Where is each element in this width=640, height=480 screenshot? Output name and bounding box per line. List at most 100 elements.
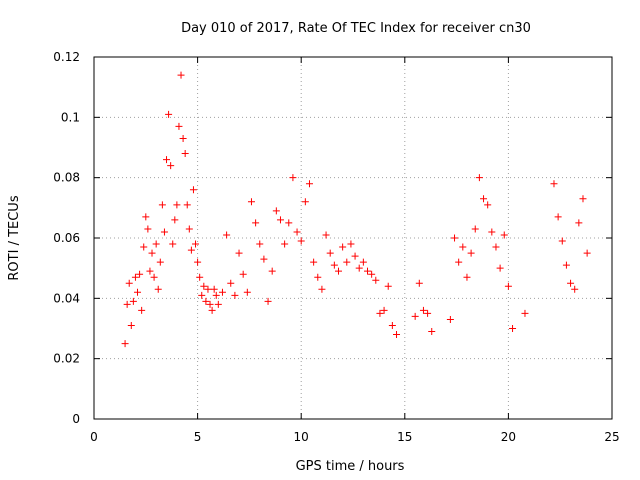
- data-point: [175, 122, 183, 130]
- data-point: [243, 288, 251, 296]
- x-tick-label: 0: [90, 430, 98, 444]
- data-point: [231, 291, 239, 299]
- data-point: [138, 306, 146, 314]
- data-point: [214, 300, 222, 308]
- data-point: [152, 240, 160, 248]
- data-point: [192, 240, 200, 248]
- data-point: [125, 279, 133, 287]
- data-point: [380, 306, 388, 314]
- data-point: [575, 219, 583, 227]
- y-tick-label: 0.12: [53, 50, 80, 64]
- data-point: [355, 264, 363, 272]
- data-point: [204, 285, 212, 293]
- data-point: [185, 225, 193, 233]
- data-point: [504, 282, 512, 290]
- data-point: [276, 216, 284, 224]
- data-point: [247, 198, 255, 206]
- y-tick-label: 0: [72, 412, 80, 426]
- data-point: [496, 264, 504, 272]
- data-point: [384, 282, 392, 290]
- data-point: [415, 279, 423, 287]
- data-point: [376, 309, 384, 317]
- data-point: [165, 110, 173, 118]
- data-point: [140, 243, 148, 251]
- data-point: [509, 325, 517, 332]
- data-point: [343, 258, 351, 266]
- data-point: [146, 267, 154, 275]
- data-point: [393, 331, 401, 339]
- data-point: [419, 306, 427, 314]
- chart-title: Day 010 of 2017, Rate Of TEC Index for r…: [181, 21, 531, 36]
- data-point: [424, 309, 432, 317]
- data-point: [428, 328, 436, 336]
- data-point: [297, 237, 305, 245]
- data-point: [183, 201, 191, 209]
- data-point: [134, 288, 142, 296]
- data-point: [223, 231, 231, 239]
- data-point: [127, 321, 135, 329]
- data-point: [339, 243, 347, 251]
- data-point: [208, 306, 216, 314]
- data-point: [467, 249, 475, 257]
- data-point: [260, 255, 268, 263]
- data-point: [550, 180, 558, 188]
- data-point: [359, 258, 367, 266]
- data-point: [150, 273, 158, 281]
- y-axis-label: ROTI / TECUs: [7, 195, 22, 280]
- data-point: [281, 240, 289, 248]
- data-point: [206, 300, 214, 308]
- data-point: [558, 237, 566, 245]
- data-point: [301, 198, 309, 206]
- data-point: [411, 312, 419, 320]
- data-point: [173, 201, 181, 209]
- data-point: [471, 225, 479, 233]
- data-point: [562, 261, 570, 269]
- data-point: [388, 321, 396, 329]
- data-point: [212, 291, 220, 299]
- y-tick-label: 0.08: [53, 171, 80, 185]
- data-point: [123, 300, 131, 308]
- data-point: [156, 258, 164, 266]
- data-point: [171, 216, 179, 224]
- data-point: [200, 282, 208, 290]
- data-point: [177, 71, 185, 79]
- data-point: [364, 267, 372, 275]
- data-point: [330, 261, 338, 269]
- data-point: [227, 279, 235, 287]
- data-point: [179, 134, 187, 142]
- data-point: [142, 213, 150, 221]
- y-axis: 0 0.02 0.04 0.06 0.08 0.1 0.12: [53, 50, 612, 426]
- data-point: [372, 276, 380, 284]
- data-point: [285, 219, 293, 227]
- data-point: [194, 258, 202, 266]
- data-point: [235, 249, 243, 257]
- x-tick-label: 15: [397, 430, 412, 444]
- data-point: [334, 267, 342, 275]
- data-point: [144, 225, 152, 233]
- data-point: [368, 270, 376, 278]
- data-point: [310, 258, 318, 266]
- data-point: [554, 213, 562, 221]
- data-point: [579, 195, 587, 203]
- data-point: [322, 231, 330, 239]
- data-point: [455, 258, 463, 266]
- data-point: [475, 174, 483, 182]
- data-point: [567, 279, 575, 287]
- data-point: [318, 285, 326, 293]
- data-point: [289, 174, 297, 182]
- data-point: [189, 186, 197, 194]
- data-point: [129, 297, 137, 305]
- data-point: [571, 285, 579, 293]
- data-point: [326, 249, 334, 257]
- data-point: [347, 240, 355, 248]
- data-point: [160, 228, 168, 236]
- data-point: [154, 285, 162, 293]
- data-point: [484, 201, 492, 209]
- data-point: [210, 285, 218, 293]
- data-point: [187, 246, 195, 254]
- data-point: [293, 228, 301, 236]
- x-tick-label: 10: [294, 430, 309, 444]
- x-axis-label: GPS time / hours: [296, 459, 405, 474]
